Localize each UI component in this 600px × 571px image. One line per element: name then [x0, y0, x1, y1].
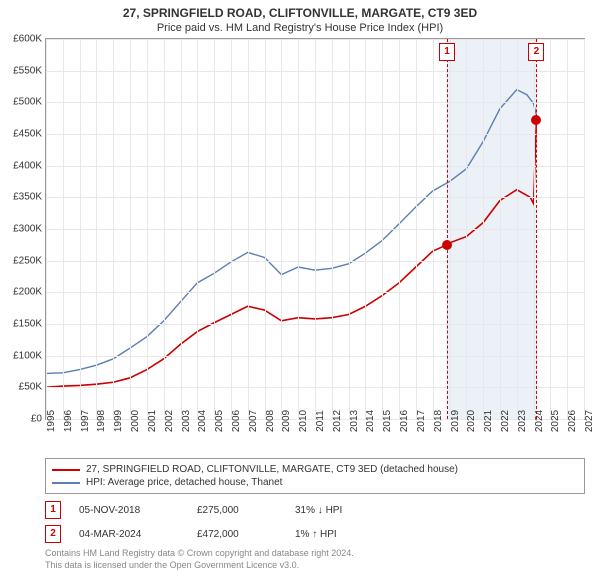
plot-area: £0£50K£100K£150K£200K£250K£300K£350K£400… [45, 38, 585, 420]
x-axis-label: 2017 [416, 410, 427, 432]
event-tag: 1 [45, 501, 61, 519]
y-axis-label: £100K [13, 350, 42, 361]
y-axis-label: £50K [19, 382, 42, 393]
event-crosshair [536, 39, 537, 419]
event-tag-marker: 2 [528, 43, 544, 61]
event-crosshair [447, 39, 448, 419]
event-table: 1 05-NOV-2018 £275,000 31% ↓ HPI 2 04-MA… [45, 498, 585, 546]
event-price: £275,000 [197, 505, 277, 516]
x-axis-label: 2008 [265, 410, 276, 432]
x-axis-label: 2021 [483, 410, 494, 432]
y-axis-label: £450K [13, 129, 42, 140]
legend-swatch [52, 469, 80, 471]
x-axis-label: 1996 [63, 410, 74, 432]
x-axis-label: 1997 [80, 410, 91, 432]
x-axis-label: 2027 [584, 410, 595, 432]
x-axis-label: 1998 [96, 410, 107, 432]
x-axis-label: 2012 [332, 410, 343, 432]
legend: 27, SPRINGFIELD ROAD, CLIFTONVILLE, MARG… [45, 458, 585, 494]
x-axis-label: 2001 [147, 410, 158, 432]
event-date: 05-NOV-2018 [79, 505, 179, 516]
legend-label: 27, SPRINGFIELD ROAD, CLIFTONVILLE, MARG… [86, 464, 458, 475]
x-axis-label: 2014 [365, 410, 376, 432]
y-axis-label: £400K [13, 160, 42, 171]
x-axis-label: 2025 [550, 410, 561, 432]
x-axis-label: 2024 [534, 410, 545, 432]
x-axis-label: 2020 [466, 410, 477, 432]
legend-item: HPI: Average price, detached house, Than… [52, 476, 578, 489]
x-axis-label: 2018 [433, 410, 444, 432]
x-axis-label: 2006 [231, 410, 242, 432]
x-axis-label: 2022 [500, 410, 511, 432]
chart-container: 27, SPRINGFIELD ROAD, CLIFTONVILLE, MARG… [0, 0, 600, 560]
event-delta: 1% ↑ HPI [295, 529, 337, 540]
x-axis-label: 1999 [113, 410, 124, 432]
x-axis-label: 2010 [298, 410, 309, 432]
x-axis-label: 1995 [46, 410, 57, 432]
x-axis-label: 2019 [450, 410, 461, 432]
chart-title: 27, SPRINGFIELD ROAD, CLIFTONVILLE, MARG… [0, 0, 600, 20]
y-axis-label: £300K [13, 224, 42, 235]
x-axis-label: 2005 [214, 410, 225, 432]
x-axis-label: 2000 [130, 410, 141, 432]
x-axis-label: 2013 [349, 410, 360, 432]
event-price: £472,000 [197, 529, 277, 540]
y-axis-label: £350K [13, 192, 42, 203]
legend-swatch [52, 482, 80, 484]
event-date: 04-MAR-2024 [79, 529, 179, 540]
x-axis-label: 2026 [567, 410, 578, 432]
y-axis-label: £200K [13, 287, 42, 298]
event-tag: 2 [45, 525, 61, 543]
event-point [442, 240, 452, 250]
y-axis-label: £600K [13, 34, 42, 45]
footer-line: This data is licensed under the Open Gov… [45, 560, 585, 571]
y-axis-label: £500K [13, 97, 42, 108]
x-axis-label: 2007 [248, 410, 259, 432]
x-axis-label: 2011 [315, 410, 326, 432]
event-tag-marker: 1 [439, 43, 455, 61]
y-axis-label: £0 [31, 414, 42, 425]
legend-item: 27, SPRINGFIELD ROAD, CLIFTONVILLE, MARG… [52, 463, 578, 476]
event-point [531, 115, 541, 125]
x-axis-label: 2016 [399, 410, 410, 432]
y-axis-label: £150K [13, 319, 42, 330]
x-axis-label: 2003 [181, 410, 192, 432]
x-axis-label: 2023 [517, 410, 528, 432]
x-axis-label: 2004 [197, 410, 208, 432]
footer-line: Contains HM Land Registry data © Crown c… [45, 548, 585, 560]
x-axis-label: 2009 [281, 410, 292, 432]
event-row: 1 05-NOV-2018 £275,000 31% ↓ HPI [45, 498, 585, 522]
x-axis-label: 2002 [164, 410, 175, 432]
event-row: 2 04-MAR-2024 £472,000 1% ↑ HPI [45, 522, 585, 546]
y-axis-label: £250K [13, 255, 42, 266]
chart-subtitle: Price paid vs. HM Land Registry's House … [0, 20, 600, 38]
event-delta: 31% ↓ HPI [295, 505, 342, 516]
y-axis-label: £550K [13, 65, 42, 76]
x-axis-label: 2015 [382, 410, 393, 432]
legend-label: HPI: Average price, detached house, Than… [86, 477, 282, 488]
